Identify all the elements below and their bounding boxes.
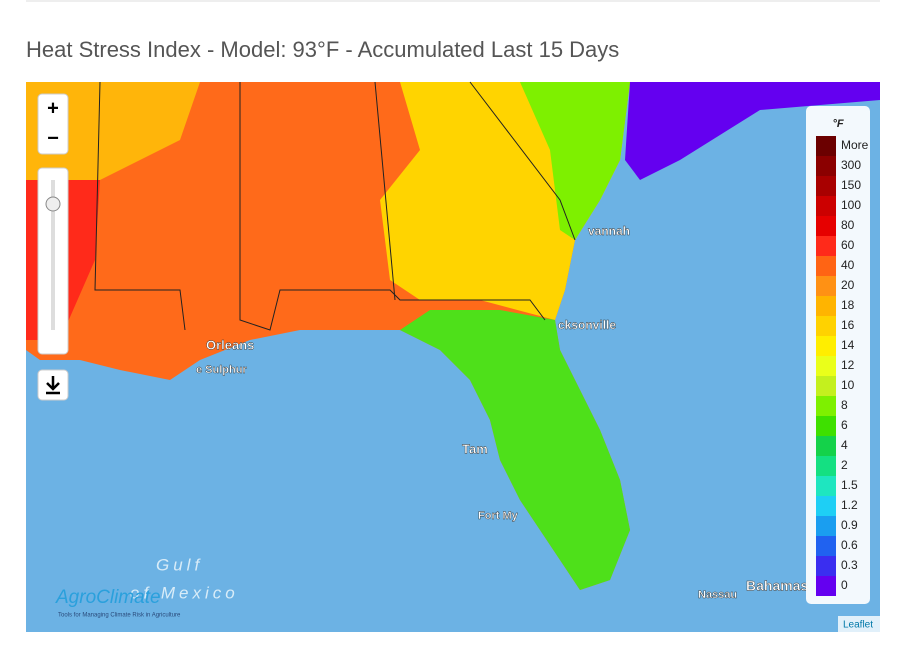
state-border [239,82,546,331]
legend-swatch [816,276,836,296]
legend-label: 100 [841,198,861,212]
zoom-out[interactable]: − [47,127,59,149]
legend-swatch [816,316,836,336]
legend-swatch [816,156,836,176]
legend-swatch [816,476,836,496]
water-label: of Mexico [130,583,239,602]
logo-tagline: Tools for Managing Climate Risk in Agric… [58,613,181,619]
legend-swatch [816,536,836,556]
legend-label: 0.6 [841,538,858,552]
legend-swatch [816,576,836,596]
legend-label: 1.2 [841,498,858,512]
state-border [374,81,396,301]
legend-label: 2 [841,458,848,472]
legend-label: 10 [841,378,855,392]
legend-swatch [816,396,836,416]
place-label: Bahamas [746,578,808,594]
legend-label: 12 [841,358,855,372]
legend-label: 1.5 [841,478,858,492]
legend-unit: °F [832,118,843,130]
page-title: Heat Stress Index - Model: 93°F - Accumu… [26,37,619,62]
attribution-box [838,616,880,632]
place-label: Nassau [698,589,737,601]
legend-swatch [816,256,836,276]
water-label: Gulf [156,555,203,574]
place-label: vannah [588,224,630,238]
legend-swatch [816,436,836,456]
zone-green [520,82,630,240]
legend-label: 150 [841,178,861,192]
state-border [94,81,186,331]
legend-swatch [816,456,836,476]
legend-label: 80 [841,218,855,232]
place-label: Fort My [478,510,519,522]
legend-swatch [816,216,836,236]
florida [400,310,630,590]
logo: AgroClimate [55,587,161,608]
legend-label: 20 [841,278,855,292]
legend-label: 300 [841,158,861,172]
legend-swatch [816,136,836,156]
place-label: Tam [462,441,488,456]
legend-label: 6 [841,418,848,432]
legend-swatch [816,496,836,516]
state-border [469,81,576,241]
legend-swatch [816,336,836,356]
legend-label: 16 [841,318,855,332]
slider-track [51,180,55,330]
legend: °F More 300 150 100 80 60 40 20 18 16 14 12 10 8 6 4 2 1.… [806,106,870,604]
legend-label: 18 [841,298,855,312]
place-label: e Sulphur [196,364,247,376]
attribution[interactable]: Leaflet [843,620,873,631]
map: vannah cksonville Orleans e Sulphur Tam … [26,81,880,632]
legend-swatch [816,556,836,576]
legend-label: 0.9 [841,518,858,532]
zoom-in[interactable]: + [47,97,59,119]
legend-label: 0 [841,578,848,592]
legend-label: 14 [841,338,855,352]
legend-label: 60 [841,238,855,252]
legend-swatch [816,296,836,316]
legend-swatch [816,176,836,196]
legend-label: 8 [841,398,848,412]
legend-swatch [816,236,836,256]
legend-label: 4 [841,438,848,452]
zone-purple [625,82,880,180]
download-icon [46,376,60,395]
legend-swatch [816,196,836,216]
legend-swatch [816,516,836,536]
legend-swatch [816,416,836,436]
legend-label: More [841,138,869,152]
legend-swatch [816,356,836,376]
zoom-control [37,93,69,155]
slider-knob[interactable] [45,196,61,212]
place-label: cksonville [558,318,616,332]
legend-swatch [816,376,836,396]
legend-label: 0.3 [841,558,858,572]
place-label: Orleans [206,337,254,352]
legend-label: 40 [841,258,855,272]
